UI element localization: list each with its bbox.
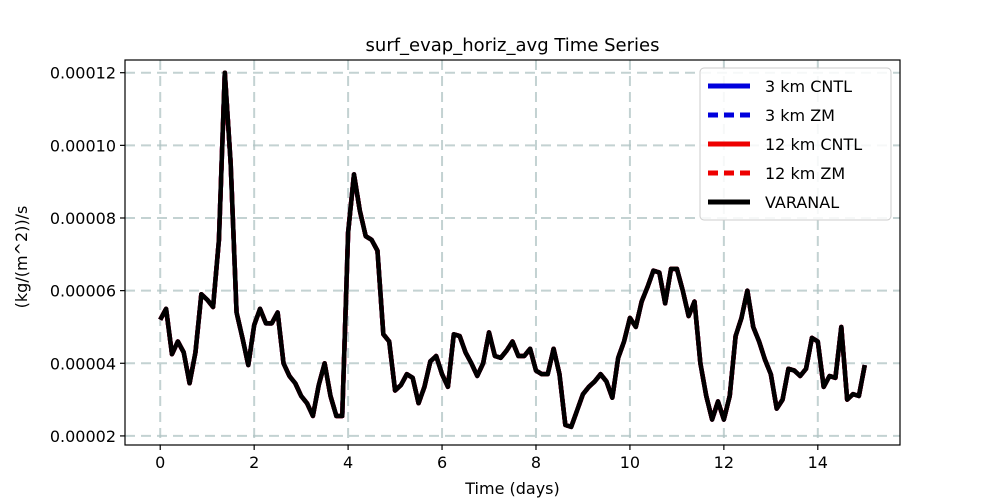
legend-label-12-km-zm: 12 km ZM [765, 164, 845, 183]
plot-frame [124, 59, 901, 446]
x-tick-label: 10 [620, 453, 640, 472]
y-tick-label: 0.00008 [50, 209, 116, 228]
legend-label-12-km-cntl: 12 km CNTL [765, 135, 862, 154]
chart-title: surf_evap_horiz_avg Time Series [366, 35, 660, 56]
x-tick-label: 14 [808, 453, 828, 472]
y-tick-label: 0.00002 [50, 427, 116, 446]
series-lines [158, 70, 867, 430]
y-axis-label: (kg/(m^2))/s [12, 206, 31, 309]
y-tick-label: 0.00012 [50, 64, 116, 83]
x-tick-label: 0 [155, 453, 165, 472]
y-tick-label: 0.00004 [50, 354, 116, 373]
axis-ticks: 0 2 4 6 8 10 12 14 0.00002 0.00004 0.00006 0.00008 0… [50, 64, 828, 472]
y-tick-label: 0.00006 [50, 282, 116, 301]
x-tick-label: 2 [249, 453, 259, 472]
legend: 3 km CNTL 3 km ZM 12 km CNTL 12 km ZM VARANA… [699, 67, 892, 221]
x-tick-label: 4 [343, 453, 353, 472]
legend-box [699, 67, 892, 221]
x-tick-label: 12 [714, 453, 734, 472]
legend-label-3-km-zm: 3 km ZM [765, 106, 835, 125]
legend-label-3-km-cntl: 3 km CNTL [765, 77, 852, 96]
legend-label-varanal: VARANAL [765, 193, 839, 212]
x-axis-label: Time (days) [464, 479, 560, 498]
series-line-varanal [158, 70, 867, 430]
y-tick-label: 0.00010 [50, 136, 116, 155]
x-tick-label: 8 [531, 453, 541, 472]
x-tick-label: 6 [437, 453, 447, 472]
